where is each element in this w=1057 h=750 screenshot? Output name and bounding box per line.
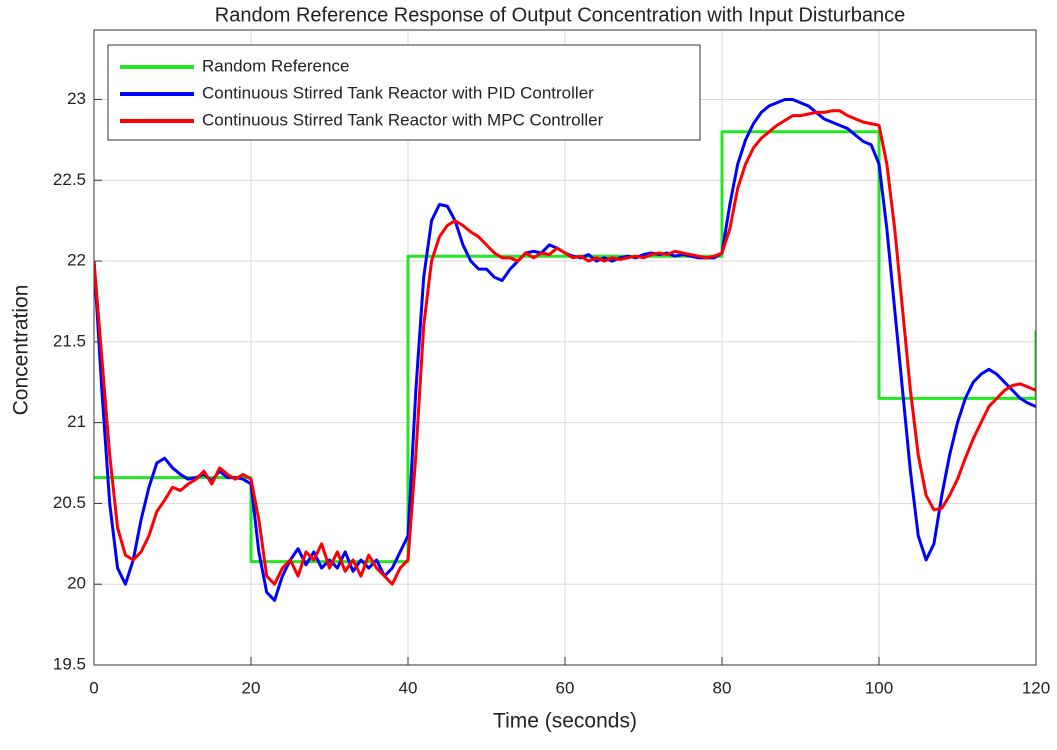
y-tick-label: 21.5 [53,331,86,350]
y-tick-label: 20.5 [53,493,86,512]
legend-box [107,44,701,141]
y-axis-label: Concentration [10,285,33,416]
x-tick-label: 60 [556,678,575,697]
y-tick-label: 21 [67,412,86,431]
x-tick-label: 120 [1022,678,1050,697]
legend-label: Continuous Stirred Tank Reactor with PID… [202,83,594,102]
y-tick-label: 20 [67,574,86,593]
x-tick-label: 40 [399,678,418,697]
legend-label: Random Reference [202,56,349,75]
series-line [94,130,1036,564]
axes-box [93,29,1037,666]
x-axis-label: Time (seconds) [493,710,637,733]
y-tick-label: 19.5 [53,654,86,673]
x-tick-label: 100 [865,678,893,697]
series-line [94,109,1036,586]
x-tick-label: 80 [713,678,732,697]
y-tick-label: 22.5 [53,170,86,189]
y-tick-label: 22 [67,251,86,270]
x-tick-label: 20 [242,678,261,697]
legend-label: Continuous Stirred Tank Reactor with MPC… [202,110,604,129]
y-tick-label: 23 [67,89,86,108]
chart-title: Random Reference Response of Output Conc… [215,4,905,26]
x-tick-label: 0 [89,678,98,697]
